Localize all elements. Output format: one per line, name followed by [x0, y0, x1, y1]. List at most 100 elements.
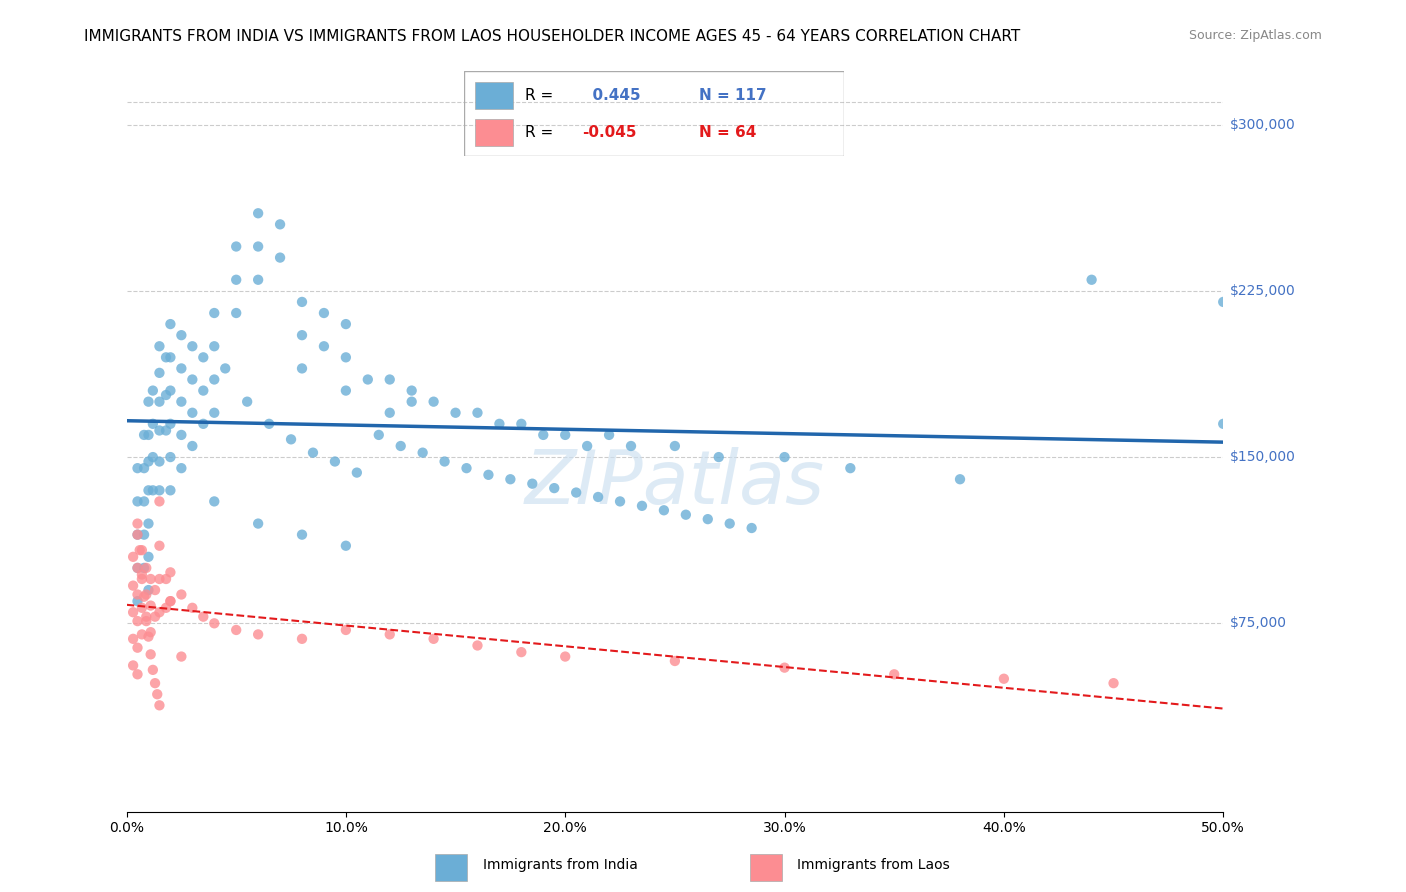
Point — [143, 676, 166, 690]
Point — [170, 461, 193, 475]
Point — [367, 428, 389, 442]
Text: R =: R = — [524, 87, 553, 103]
Point — [138, 428, 160, 442]
Point — [773, 660, 796, 674]
Point — [170, 361, 193, 376]
Point — [664, 654, 686, 668]
Point — [181, 339, 204, 353]
Point — [139, 599, 162, 613]
Point — [155, 572, 177, 586]
Point — [132, 428, 155, 442]
Point — [131, 600, 153, 615]
Point — [202, 494, 225, 508]
Point — [142, 483, 165, 498]
Text: -0.045: -0.045 — [582, 125, 636, 140]
Point — [335, 317, 357, 331]
Point — [554, 649, 576, 664]
Point — [214, 361, 236, 376]
Point — [247, 239, 270, 253]
Point — [335, 539, 357, 553]
Point — [170, 428, 193, 442]
Bar — [475, 81, 513, 109]
Point — [202, 339, 225, 353]
Point — [1080, 273, 1102, 287]
Point — [159, 417, 181, 431]
Point — [155, 388, 177, 402]
Point — [269, 251, 291, 265]
Point — [312, 306, 335, 320]
Point — [236, 394, 259, 409]
Text: IMMIGRANTS FROM INDIA VS IMMIGRANTS FROM LAOS HOUSEHOLDER INCOME AGES 45 - 64 YE: IMMIGRANTS FROM INDIA VS IMMIGRANTS FROM… — [84, 29, 1021, 44]
Point — [675, 508, 697, 522]
Point — [225, 306, 247, 320]
Point — [122, 549, 145, 564]
Point — [148, 494, 170, 508]
Point — [155, 600, 177, 615]
Point — [181, 439, 204, 453]
Point — [631, 499, 654, 513]
Point — [323, 454, 346, 468]
Text: R =: R = — [524, 125, 553, 140]
Point — [291, 527, 314, 541]
Point — [193, 609, 215, 624]
Point — [378, 627, 401, 641]
Point — [401, 384, 423, 398]
Point — [247, 273, 270, 287]
Point — [138, 549, 160, 564]
Point — [181, 406, 204, 420]
Point — [146, 687, 169, 701]
Point — [138, 516, 160, 531]
Point — [138, 630, 160, 644]
Point — [1212, 417, 1234, 431]
Point — [357, 372, 380, 386]
Point — [499, 472, 522, 486]
Point — [193, 351, 215, 365]
Point — [138, 394, 160, 409]
Point — [159, 317, 181, 331]
Point — [139, 648, 162, 662]
Point — [122, 658, 145, 673]
Point — [148, 572, 170, 586]
Point — [543, 481, 565, 495]
Point — [467, 639, 489, 653]
Point — [291, 632, 314, 646]
Point — [135, 609, 157, 624]
Point — [477, 467, 499, 482]
Point — [127, 667, 149, 681]
Point — [609, 494, 631, 508]
Point — [127, 594, 149, 608]
Point — [1212, 294, 1234, 309]
Point — [554, 428, 576, 442]
Point — [148, 339, 170, 353]
Point — [132, 461, 155, 475]
Point — [142, 450, 165, 464]
Point — [433, 454, 456, 468]
Point — [135, 561, 157, 575]
Bar — [475, 119, 513, 146]
Point — [148, 424, 170, 438]
Text: $225,000: $225,000 — [1230, 284, 1295, 298]
Point — [202, 406, 225, 420]
Point — [159, 594, 181, 608]
Point — [488, 417, 510, 431]
Point — [170, 649, 193, 664]
Point — [707, 450, 730, 464]
Bar — [436, 855, 467, 881]
Point — [139, 625, 162, 640]
Point — [291, 294, 314, 309]
Text: Source: ZipAtlas.com: Source: ZipAtlas.com — [1188, 29, 1322, 42]
Point — [565, 485, 588, 500]
Point — [122, 632, 145, 646]
Point — [127, 640, 149, 655]
Text: N = 117: N = 117 — [699, 87, 766, 103]
Point — [132, 527, 155, 541]
Point — [148, 605, 170, 619]
Point — [291, 328, 314, 343]
Point — [467, 406, 489, 420]
Point — [122, 605, 145, 619]
Point — [225, 239, 247, 253]
Point — [159, 566, 181, 580]
Point — [127, 494, 149, 508]
Point — [576, 439, 599, 453]
Point — [531, 428, 554, 442]
